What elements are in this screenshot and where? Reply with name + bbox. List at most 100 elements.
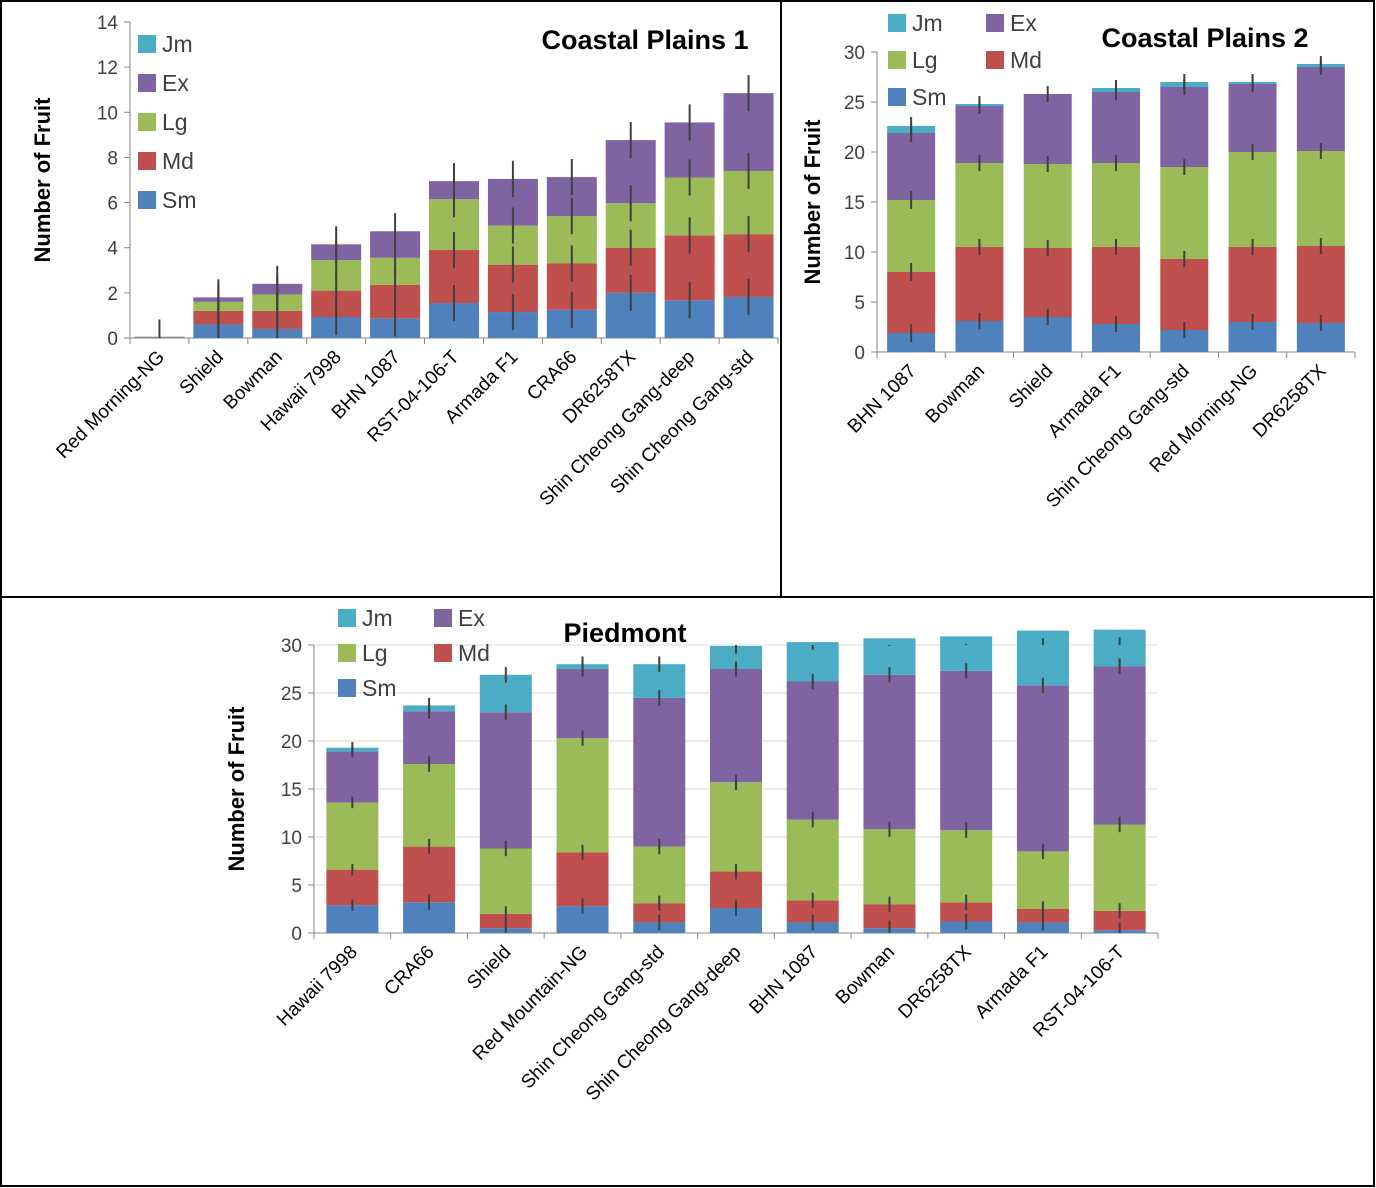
bar-bhn-1087-lg xyxy=(887,200,936,272)
bar-armada-f1-lg xyxy=(1092,163,1140,247)
legend-swatch-ex xyxy=(434,609,452,627)
y-tick-label: 5 xyxy=(854,293,865,314)
legend-label-lg: Lg xyxy=(912,47,938,73)
bar-cra66-ex xyxy=(403,711,456,765)
legend-label-jm: Jm xyxy=(162,31,193,57)
legend-swatch-lg xyxy=(338,644,356,662)
legend-swatch-md xyxy=(434,644,452,662)
bar-shin-cheong-gang-std-md xyxy=(1160,259,1209,330)
y-tick-label: 10 xyxy=(97,103,118,124)
y-tick-label: 20 xyxy=(844,143,865,164)
y-tick-label: 10 xyxy=(281,828,302,849)
legend-label-jm: Jm xyxy=(362,605,393,631)
bar-shield-md xyxy=(1023,248,1072,317)
bar-dr6258tx-lg xyxy=(940,830,993,903)
y-tick-label: 12 xyxy=(97,58,118,79)
bar-armada-f1-lg xyxy=(1016,851,1069,909)
bar-bhn-1087-md xyxy=(786,900,839,923)
y-tick-label: 4 xyxy=(107,239,118,260)
legend-label-lg: Lg xyxy=(362,640,388,666)
bar-hawaii-7998-ex xyxy=(326,751,379,803)
bar-hawaii-7998-md xyxy=(326,869,379,906)
bar-shin-cheong-gang-std-lg xyxy=(633,846,686,904)
y-tick-label: 14 xyxy=(97,13,119,34)
chart-title: Coastal Plains 1 xyxy=(541,25,748,55)
bar-bhn-1087-lg xyxy=(786,819,839,901)
bar-rst-04-106-t-md xyxy=(1093,910,1146,931)
legend-swatch-lg xyxy=(138,113,156,131)
bar-shin-cheong-gang-std-lg xyxy=(1160,167,1209,259)
legend-swatch-ex xyxy=(986,14,1004,32)
bar-hawaii-7998-lg xyxy=(326,802,379,870)
bar-dr6258tx-md xyxy=(940,902,993,922)
bar-dr6258tx-md xyxy=(1296,246,1345,323)
bar-shin-cheong-gang-std-ex xyxy=(1160,87,1209,167)
bar-red-mountain-ng-md xyxy=(556,852,609,907)
bar-armada-f1-ex xyxy=(1092,92,1140,163)
bar-shin-cheong-gang-deep-jm xyxy=(710,645,762,669)
legend-label-md: Md xyxy=(1010,47,1042,73)
bar-dr6258tx-lg xyxy=(1296,151,1345,246)
bar-shin-cheong-gang-std-md xyxy=(633,903,686,923)
bar-shin-cheong-gang-std-sm xyxy=(1160,330,1209,352)
bar-shield-lg xyxy=(1023,164,1072,248)
y-tick-label: 30 xyxy=(281,636,302,657)
y-tick-label: 30 xyxy=(844,43,865,64)
legend-label-sm: Sm xyxy=(912,84,947,110)
legend-label-sm: Sm xyxy=(162,187,197,213)
bar-cra66-lg xyxy=(403,764,456,847)
legend-label-ex: Ex xyxy=(1010,10,1037,36)
y-tick-label: 0 xyxy=(107,329,118,350)
legend-swatch-sm xyxy=(888,88,906,106)
bar-shield-ex xyxy=(479,712,532,849)
legend-swatch-sm xyxy=(338,679,356,697)
bar-red-morning-ng-md xyxy=(1228,247,1277,322)
legend-label-sm: Sm xyxy=(362,675,397,701)
y-axis-title: Number of Fruit xyxy=(224,706,249,872)
bar-bhn-1087-ex xyxy=(887,133,936,200)
bar-bowman-lg xyxy=(863,829,916,905)
bar-rst-04-106-t-lg xyxy=(1093,824,1146,911)
legend-label-ex: Ex xyxy=(162,70,189,96)
legend-label-ex: Ex xyxy=(458,605,485,631)
bar-bowman-ex xyxy=(863,674,916,830)
chart-title: Coastal Plains 2 xyxy=(1101,23,1308,53)
legend-swatch-lg xyxy=(888,51,906,69)
bar-bowman-lg xyxy=(955,163,1004,247)
y-tick-label: 8 xyxy=(107,148,118,169)
legend-swatch-ex xyxy=(138,74,156,92)
legend-swatch-jm xyxy=(888,14,906,32)
y-tick-label: 0 xyxy=(854,343,865,364)
bar-armada-f1-md xyxy=(1092,247,1140,324)
y-tick-label: 20 xyxy=(281,732,302,753)
y-tick-label: 15 xyxy=(281,780,302,801)
chart-title: Piedmont xyxy=(563,618,686,648)
bar-red-morning-ng-ex xyxy=(1228,84,1277,152)
y-tick-label: 10 xyxy=(844,243,865,264)
legend-swatch-jm xyxy=(338,609,356,627)
bar-shin-cheong-gang-deep-lg xyxy=(710,782,762,872)
bar-bhn-1087-md xyxy=(887,272,936,333)
bar-shield-ex xyxy=(1023,94,1072,164)
bar-red-mountain-ng-lg xyxy=(556,738,609,853)
legend-label-lg: Lg xyxy=(162,109,188,135)
y-axis-title: Number of Fruit xyxy=(800,119,825,285)
legend-label-md: Md xyxy=(162,148,194,174)
y-axis-title: Number of Fruit xyxy=(30,97,55,263)
legend-swatch-jm xyxy=(138,35,156,53)
bar-red-morning-ng-lg xyxy=(1228,152,1277,247)
bar-shin-cheong-gang-deep-ex xyxy=(710,669,762,783)
bar-bhn-1087-sm xyxy=(887,333,936,352)
legend-label-jm: Jm xyxy=(912,10,943,36)
y-tick-label: 2 xyxy=(107,284,118,305)
bar-armada-f1-ex xyxy=(1016,685,1069,852)
y-tick-label: 15 xyxy=(844,193,865,214)
bar-dr6258tx-ex xyxy=(1296,67,1345,151)
bar-rst-04-106-t-ex xyxy=(1093,666,1146,825)
legend-swatch-md xyxy=(986,51,1004,69)
y-tick-label: 25 xyxy=(844,93,865,114)
y-tick-label: 25 xyxy=(281,684,302,705)
bar-bowman-ex xyxy=(955,106,1004,163)
bar-shield-lg xyxy=(479,848,532,914)
bar-cra66-md xyxy=(403,846,456,903)
